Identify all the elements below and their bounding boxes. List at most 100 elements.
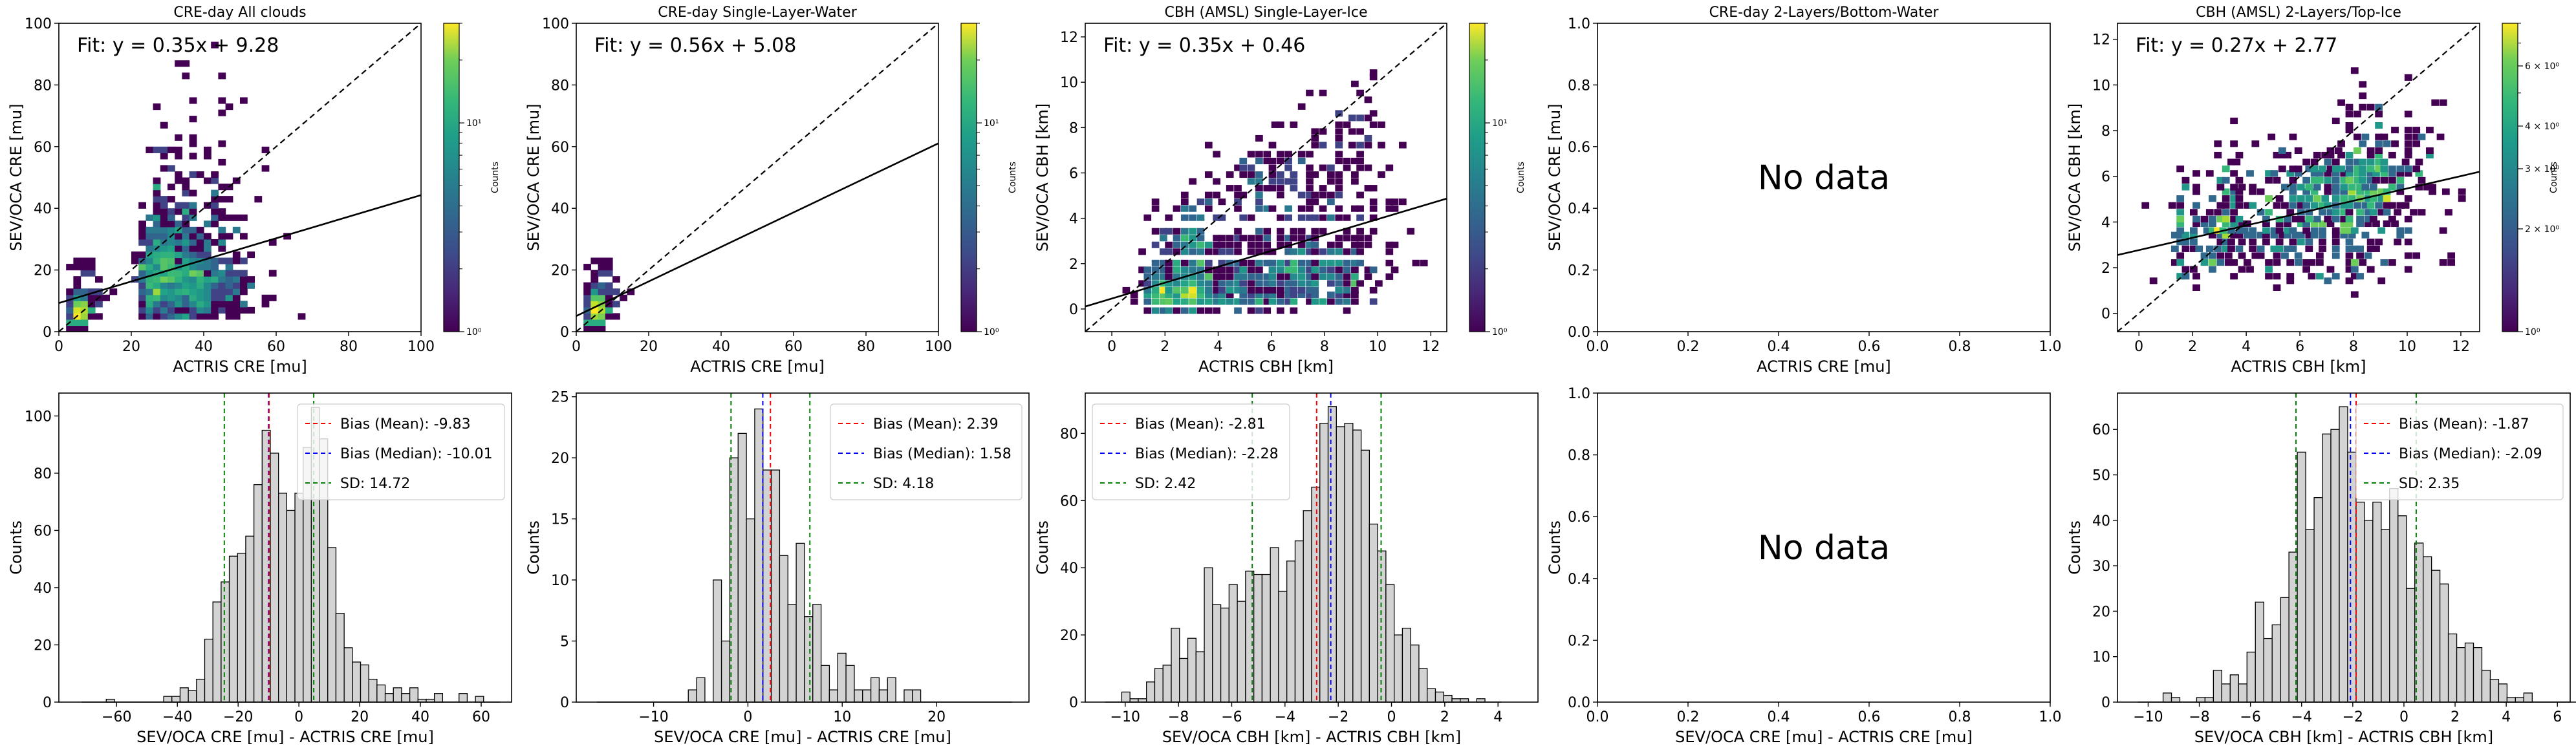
- heatmap-cell: [1284, 151, 1292, 158]
- heatmap-cell: [196, 276, 204, 283]
- heatmap-cell: [189, 264, 197, 271]
- y-axis-label: Counts: [1546, 520, 1564, 575]
- heatmap-cell: [1218, 298, 1226, 305]
- heatmap-cell: [1213, 286, 1220, 294]
- heatmap-cell: [175, 208, 182, 215]
- histogram-bar: [2489, 679, 2500, 703]
- y-axis-label: SEV/OCA CRE [mu]: [7, 103, 25, 251]
- histogram-bar: [1261, 573, 1271, 703]
- histogram-bar: [2430, 570, 2441, 703]
- heatmap-cell: [2176, 195, 2185, 202]
- histogram-bar: [1212, 604, 1222, 703]
- heatmap-cell: [2354, 147, 2361, 154]
- heatmap-cell: [1290, 185, 1298, 192]
- heatmap-cell: [2375, 239, 2383, 246]
- heatmap-cell: [1356, 228, 1364, 235]
- heatmap-cell: [102, 294, 110, 301]
- one-to-one-line: [2117, 23, 2480, 332]
- heatmap-cell: [1297, 259, 1306, 266]
- legend-mean-label: Bias (Mean): -9.83: [340, 416, 471, 433]
- heatmap-cell: [1311, 248, 1319, 255]
- histogram-bar: [1179, 657, 1189, 703]
- heatmap-cell: [2238, 266, 2246, 273]
- heatmap-cell: [1165, 286, 1173, 294]
- heatmap-cell: [2216, 176, 2225, 184]
- heatmap-cell: [2337, 166, 2345, 173]
- x-axis-label: SEV/OCA CRE [mu] - ACTRIS CRE [mu]: [1675, 728, 1973, 746]
- heatmap-cell: [2181, 184, 2190, 191]
- heatmap-cell: [204, 220, 211, 228]
- heatmap-cell: [2302, 176, 2311, 184]
- heatmap-cell: [2222, 245, 2230, 252]
- histogram-ytick-label: 50: [2092, 468, 2110, 484]
- heatmap-cell: [2380, 133, 2388, 140]
- heatmap-cell: [2265, 209, 2273, 216]
- heatmap-cell: [1306, 214, 1314, 221]
- histogram-bar: [327, 547, 337, 703]
- heatmap-cell: [2426, 127, 2434, 134]
- heatmap-cell: [2286, 209, 2295, 216]
- heatmap-cell: [1290, 298, 1298, 305]
- heatmap-cell: [211, 177, 219, 184]
- heatmap-cell: [196, 245, 204, 252]
- heatmap-cell: [1239, 266, 1248, 273]
- colorbar-tick-label: 10⁰: [984, 327, 999, 337]
- histogram-ytick-label: 20: [1060, 628, 1078, 644]
- heatmap-cell: [1356, 128, 1364, 135]
- heatmap-cell: [590, 325, 599, 332]
- heatmap-cell: [189, 116, 197, 123]
- heatmap-cell: [1189, 205, 1196, 212]
- histogram-xtick-label: 0: [2399, 709, 2408, 725]
- histogram-bar: [1410, 645, 1420, 703]
- scatter-ytick-label: 0.0: [1568, 325, 1590, 341]
- heatmap-cell: [2222, 209, 2230, 216]
- histogram-bar: [2204, 697, 2214, 703]
- colorbar-tick-label: 3 × 10⁰: [2525, 164, 2559, 175]
- x-axis-label: ACTRIS CRE [mu]: [1757, 358, 1891, 376]
- scatter-xtick-label: 2: [1160, 339, 1169, 355]
- heatmap-cell: [2404, 127, 2412, 134]
- histogram-bar: [376, 684, 386, 703]
- heatmap-cell: [2227, 158, 2235, 166]
- histogram-bar: [2523, 692, 2533, 703]
- histogram-xtick-label: 20: [927, 709, 946, 725]
- heatmap-cell: [1213, 248, 1220, 255]
- heatmap-cell: [1319, 185, 1327, 192]
- legend-sd-label: SD: 2.42: [1135, 476, 1196, 492]
- heatmap-cell: [1196, 241, 1205, 248]
- histogram-ytick-label: 0.8: [1568, 448, 1590, 464]
- heatmap-cell: [232, 226, 241, 233]
- scatter-xtick-label: 0: [54, 339, 63, 355]
- heatmap-cell: [2209, 231, 2216, 239]
- heatmap-cell: [2372, 220, 2380, 228]
- heatmap-cell: [189, 189, 197, 197]
- heatmap-cell: [2324, 158, 2332, 166]
- scatter-xtick-label: 20: [640, 339, 658, 355]
- heatmap-cell: [2345, 277, 2354, 284]
- heatmap-cell: [2240, 227, 2249, 234]
- heatmap-cell: [1263, 307, 1272, 314]
- heatmap-cell: [2273, 273, 2281, 280]
- heatmap-cell: [1255, 248, 1263, 255]
- heatmap-cell: [1364, 96, 1372, 103]
- histogram-bar: [2473, 646, 2483, 703]
- heatmap-cell: [1234, 307, 1242, 314]
- heatmap-cell: [2310, 231, 2319, 239]
- heatmap-cell: [1319, 205, 1327, 212]
- heatmap-cell: [2257, 209, 2265, 216]
- heatmap-cell: [2233, 158, 2241, 166]
- colorbar-tick-label: 6 × 10⁰: [2525, 61, 2559, 72]
- heatmap-cell: [1263, 280, 1272, 287]
- legend-sd-label: SD: 2.35: [2399, 476, 2460, 492]
- heatmap-cell: [1255, 157, 1263, 165]
- heatmap-cell: [232, 257, 241, 264]
- heatmap-cell: [1284, 291, 1292, 298]
- heatmap-cell: [1327, 280, 1335, 287]
- heatmap-cell: [2284, 245, 2291, 252]
- heatmap-cell: [1319, 248, 1327, 255]
- scatter-ytick-label: 40: [34, 201, 52, 217]
- histogram-axes-frame: [58, 392, 512, 703]
- heatmap-cell: [204, 306, 211, 314]
